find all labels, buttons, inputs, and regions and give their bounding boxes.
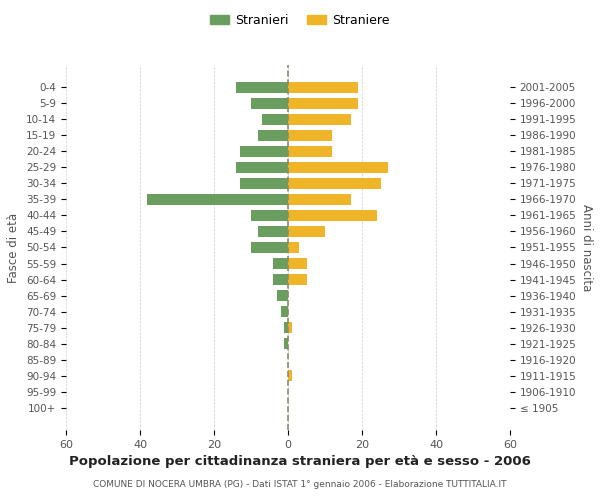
Bar <box>148 194 288 205</box>
Bar <box>288 226 325 237</box>
Bar <box>240 146 288 157</box>
Bar <box>259 226 288 237</box>
Bar <box>288 178 380 189</box>
Bar <box>288 274 307 285</box>
Bar <box>284 322 288 334</box>
Bar <box>259 130 288 141</box>
Bar <box>288 242 299 253</box>
Bar <box>288 146 332 157</box>
Bar <box>288 370 292 382</box>
Bar <box>288 114 351 125</box>
Bar <box>262 114 288 125</box>
Bar <box>273 258 288 269</box>
Text: Popolazione per cittadinanza straniera per età e sesso - 2006: Popolazione per cittadinanza straniera p… <box>69 455 531 468</box>
Bar <box>288 130 332 141</box>
Bar <box>251 210 288 221</box>
Text: COMUNE DI NOCERA UMBRA (PG) - Dati ISTAT 1° gennaio 2006 - Elaborazione TUTTITAL: COMUNE DI NOCERA UMBRA (PG) - Dati ISTAT… <box>93 480 507 489</box>
Bar <box>236 162 288 173</box>
Bar <box>288 98 358 109</box>
Bar <box>288 210 377 221</box>
Bar <box>273 274 288 285</box>
Legend: Stranieri, Straniere: Stranieri, Straniere <box>205 8 395 32</box>
Bar <box>288 258 307 269</box>
Bar <box>288 322 292 334</box>
Bar <box>284 338 288 349</box>
Bar <box>288 194 351 205</box>
Bar <box>236 82 288 93</box>
Bar <box>288 162 388 173</box>
Bar <box>281 306 288 317</box>
Bar <box>251 98 288 109</box>
Bar <box>288 82 358 93</box>
Bar <box>251 242 288 253</box>
Y-axis label: Fasce di età: Fasce di età <box>7 212 20 282</box>
Bar <box>240 178 288 189</box>
Bar <box>277 290 288 301</box>
Y-axis label: Anni di nascita: Anni di nascita <box>580 204 593 291</box>
